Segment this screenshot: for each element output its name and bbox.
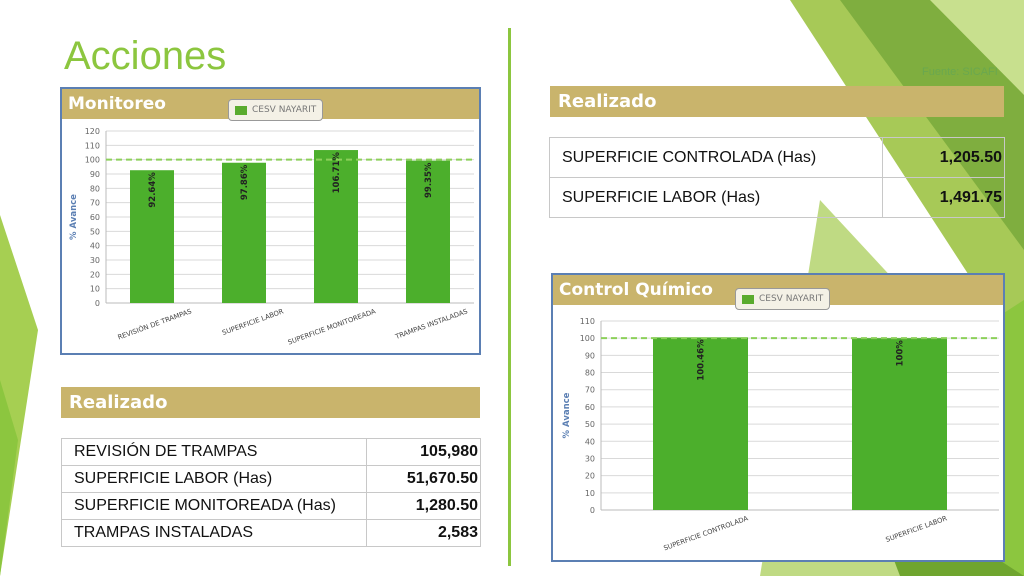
x-tick-label: REVISIÓN DE TRAMPAS xyxy=(116,306,192,341)
row-label: TRAMPAS INSTALADAS xyxy=(61,519,367,547)
x-tick-label: SUPERFICIE MONITOREADA xyxy=(287,307,377,346)
y-tick-label: 20 xyxy=(90,270,100,279)
monitoreo-chart: 0 10 20 30 40 50 60 70 80 90 100 110 120 % Avance 92.6… xyxy=(69,127,474,347)
y-tick-label: 10 xyxy=(585,489,595,498)
x-tick-label: SUPERFICIE CONTROLADA xyxy=(663,514,750,552)
x-tick-label: SUPERFICIE LABOR xyxy=(221,307,285,337)
legend-label: CESV NAYARIT xyxy=(252,105,317,115)
y-tick-label: 80 xyxy=(585,369,595,378)
table-row: SUPERFICIE CONTROLADA (Has) 1,205.50 xyxy=(549,137,1005,178)
y-tick-label: 30 xyxy=(585,454,595,463)
y-axis-label: % Avance xyxy=(69,194,79,240)
row-label: REVISIÓN DE TRAMPAS xyxy=(61,438,367,466)
monitoreo-legend: CESV NAYARIT xyxy=(228,99,324,121)
table-row: TRAMPAS INSTALADAS 2,583 xyxy=(61,519,481,547)
y-tick-label: 70 xyxy=(585,386,595,395)
row-value: 1,280.50 xyxy=(366,492,481,520)
y-tick-label: 0 xyxy=(95,299,100,308)
row-value: 51,670.50 xyxy=(366,465,481,493)
bar-data-label: 92.64% xyxy=(148,172,158,208)
legend-label: CESV NAYARIT xyxy=(759,294,824,304)
row-value: 1,205.50 xyxy=(882,137,1005,178)
quimico-realizado-header: Realizado xyxy=(550,86,1004,117)
y-tick-label: 10 xyxy=(90,285,100,294)
y-tick-label: 40 xyxy=(585,437,595,446)
row-value: 2,583 xyxy=(366,519,481,547)
x-tick-label: SUPERFICIE LABOR xyxy=(885,514,949,544)
y-tick-label: 50 xyxy=(90,227,100,236)
row-label: SUPERFICIE LABOR (Has) xyxy=(61,465,367,493)
y-tick-label: 110 xyxy=(85,141,100,150)
y-axis-label: % Avance xyxy=(562,392,572,438)
slide-title: Acciones xyxy=(64,34,227,78)
monitoreo-panel: Monitoreo CESV NAYARIT 0 10 20 30 40 50 60 70 80… xyxy=(60,87,481,355)
control-quimico-chart: 0 10 20 30 40 50 60 70 80 90 100 110 % Avance 100.46%… xyxy=(562,317,999,552)
control-quimico-panel: Control Químico CESV NAYARIT 0 10 20 30 40 50… xyxy=(551,273,1005,562)
y-tick-label: 80 xyxy=(90,184,100,193)
bar-data-label: 97.86% xyxy=(240,164,250,200)
bar xyxy=(130,170,174,303)
y-tick-label: 20 xyxy=(585,472,595,481)
bar xyxy=(314,150,358,303)
bar xyxy=(406,160,450,303)
row-label: SUPERFICIE CONTROLADA (Has) xyxy=(549,137,883,178)
legend-swatch xyxy=(235,105,247,115)
y-tick-label: 110 xyxy=(580,317,595,326)
y-tick-label: 60 xyxy=(90,213,100,222)
bar-data-label: 100% xyxy=(896,340,906,367)
y-tick-label: 30 xyxy=(90,256,100,265)
x-tick-label: TRAMPAS INSTALADAS xyxy=(393,307,468,341)
y-tick-label: 100 xyxy=(85,156,100,165)
monitoreo-realizado-header: Realizado xyxy=(61,387,480,418)
row-value: 105,980 xyxy=(366,438,481,466)
y-tick-label: 100 xyxy=(580,334,595,343)
row-label: SUPERFICIE MONITOREADA (Has) xyxy=(61,492,367,520)
bar xyxy=(653,337,748,510)
monitoreo-realizado-table: REVISIÓN DE TRAMPAS 105,980 SUPERFICIE LAB… xyxy=(61,438,481,547)
vertical-divider xyxy=(508,28,511,566)
row-value: 1,491.75 xyxy=(882,177,1005,218)
y-tick-label: 50 xyxy=(585,420,595,429)
row-label: SUPERFICIE LABOR (Has) xyxy=(549,177,883,218)
legend-swatch xyxy=(742,294,754,304)
y-tick-label: 60 xyxy=(585,403,595,412)
y-tick-label: 40 xyxy=(90,242,100,251)
y-tick-label: 0 xyxy=(590,506,595,515)
table-row: SUPERFICIE LABOR (Has) 51,670.50 xyxy=(61,465,481,493)
quimico-realizado-table: SUPERFICIE CONTROLADA (Has) 1,205.50 SUPER… xyxy=(549,137,1005,218)
table-row: SUPERFICIE LABOR (Has) 1,491.75 xyxy=(549,177,1005,218)
bar-data-label: 100.46% xyxy=(697,339,707,381)
control-quimico-legend: CESV NAYARIT xyxy=(735,288,831,310)
y-tick-label: 70 xyxy=(90,199,100,208)
bar-data-label: 106.71% xyxy=(332,152,342,194)
table-row: REVISIÓN DE TRAMPAS 105,980 xyxy=(61,438,481,466)
y-tick-label: 90 xyxy=(90,170,100,179)
bar xyxy=(222,162,266,303)
table-row: SUPERFICIE MONITOREADA (Has) 1,280.50 xyxy=(61,492,481,520)
source-note: Fuente: SICAFI xyxy=(922,66,998,78)
y-tick-label: 90 xyxy=(585,351,595,360)
y-tick-label: 120 xyxy=(85,127,100,136)
bar xyxy=(852,338,947,510)
bar-data-label: 99.35% xyxy=(424,162,434,198)
